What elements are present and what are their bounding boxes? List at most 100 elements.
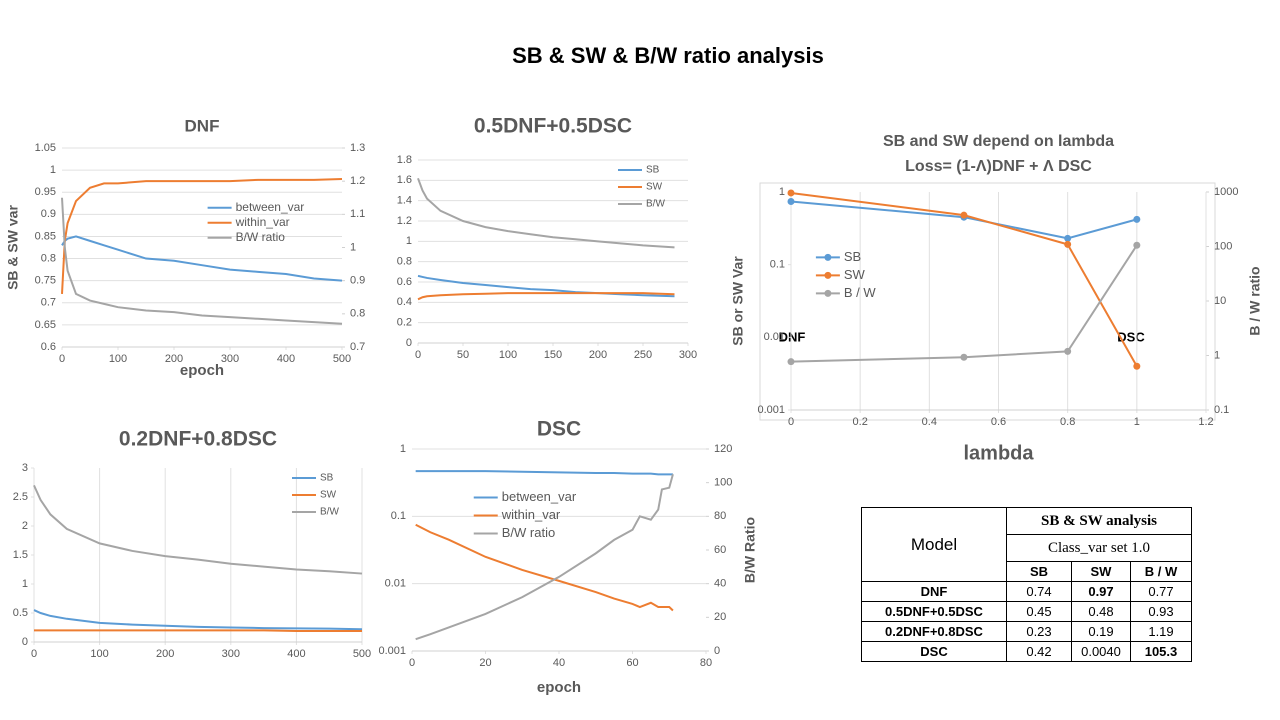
y-axis-label: SB or SW Var xyxy=(730,256,746,346)
y-tick-label: 1.5 xyxy=(13,549,28,561)
chart-title: DSC xyxy=(537,418,581,441)
cell: DSC xyxy=(861,641,1007,662)
y-tick-label: 0 xyxy=(406,337,412,349)
chart-title: 0.5DNF+0.5DSC xyxy=(474,115,632,138)
point xyxy=(960,211,968,219)
x-tick-label: 300 xyxy=(679,349,697,361)
x-tick-label: 0.6 xyxy=(991,416,1006,428)
cell: 105.3 xyxy=(1130,641,1192,662)
point xyxy=(787,189,795,197)
cell: 0.42 xyxy=(1006,641,1072,662)
x-tick-label: 400 xyxy=(287,648,305,660)
x-tick-label: 0 xyxy=(31,648,37,660)
cell: SB xyxy=(1006,561,1072,582)
point xyxy=(1133,362,1141,370)
cell: Class_var set 1.0 xyxy=(1006,534,1192,562)
y2-tick-label: 120 xyxy=(714,443,732,455)
x-tick-label: 0 xyxy=(59,353,65,365)
cell: 0.19 xyxy=(1071,621,1131,642)
legend-label: SW xyxy=(646,182,663,193)
cell: 0.77 xyxy=(1130,581,1192,602)
y-tick-label: 1 xyxy=(50,164,56,176)
legend-label: SB xyxy=(844,249,861,264)
series-line xyxy=(790,191,1138,367)
cell: DNF xyxy=(861,581,1007,602)
x-tick-label: 80 xyxy=(700,657,712,669)
x-tick-label: 200 xyxy=(156,648,174,660)
cell: 0.5DNF+0.5DSC xyxy=(861,601,1007,622)
point xyxy=(1133,215,1141,223)
y-tick-label: 0 xyxy=(22,636,28,648)
y2-tick-label: 80 xyxy=(714,510,726,522)
x-tick-label: 500 xyxy=(353,648,371,660)
legend-label: SB xyxy=(320,473,334,484)
y-tick-label: 0.6 xyxy=(397,276,412,288)
y-tick-label: 1 xyxy=(400,443,406,455)
x-tick-label: 50 xyxy=(457,349,469,361)
y-tick-label: 0.7 xyxy=(41,297,56,309)
x-tick-label: 200 xyxy=(165,353,183,365)
y-tick-label: 0.85 xyxy=(35,230,56,242)
x-tick-label: 0.4 xyxy=(922,416,937,428)
y-tick-label: 0.8 xyxy=(41,252,56,264)
y2-tick-label: 20 xyxy=(714,611,726,623)
y2-tick-label: 1 xyxy=(1214,349,1220,361)
y-tick-label: 0.1 xyxy=(770,259,785,271)
series-line xyxy=(34,629,362,632)
y-tick-label: 0.5 xyxy=(13,607,28,619)
legend-label: SB xyxy=(646,165,660,176)
legend-marker xyxy=(824,289,832,297)
point xyxy=(1133,241,1141,249)
summary-table: Model SB & SW analysis Class_var set 1.0… xyxy=(861,507,1192,662)
y-tick-label: 1 xyxy=(22,578,28,590)
x-tick-label: 0.8 xyxy=(1060,416,1075,428)
y-tick-label: 0.01 xyxy=(764,331,785,343)
y2-tick-label: 100 xyxy=(1214,240,1232,252)
legend-label: B / W xyxy=(844,285,877,300)
x-axis-label: epoch xyxy=(537,679,581,696)
y-tick-label: 3 xyxy=(22,462,28,474)
x-tick-label: 40 xyxy=(553,657,565,669)
y2-tick-label: 100 xyxy=(714,477,732,489)
legend-label: B/W xyxy=(646,199,665,210)
y-tick-label: 1 xyxy=(406,235,412,247)
point xyxy=(787,358,795,366)
series-line xyxy=(790,244,1138,363)
legend-label: SW xyxy=(844,267,866,282)
series-line xyxy=(61,235,343,282)
cell: 0.74 xyxy=(1006,581,1072,602)
legend-label: within_var xyxy=(235,215,290,229)
x-tick-label: 400 xyxy=(277,353,295,365)
y-tick-label: 0.4 xyxy=(397,296,412,308)
point xyxy=(960,353,968,361)
y2-axis-label: B / W ratio xyxy=(1247,266,1263,335)
y-tick-label: 0.01 xyxy=(385,578,406,590)
legend-label: within_var xyxy=(501,507,561,522)
x-tick-label: 300 xyxy=(221,353,239,365)
y2-tick-label: 1 xyxy=(350,241,356,253)
y-tick-label: 1.2 xyxy=(397,215,412,227)
point xyxy=(787,198,795,206)
y-tick-label: 2 xyxy=(22,520,28,532)
legend-label: B/W ratio xyxy=(236,230,286,244)
x-tick-label: 0 xyxy=(788,416,794,428)
y2-tick-label: 40 xyxy=(714,578,726,590)
y-tick-label: 0.001 xyxy=(757,404,785,416)
series-line xyxy=(417,177,675,249)
legend-label: between_var xyxy=(236,200,305,214)
x-tick-label: 500 xyxy=(333,353,351,365)
y2-tick-label: 1000 xyxy=(1214,186,1238,198)
x-tick-label: 0 xyxy=(415,349,421,361)
y-axis-label: SB & SW var xyxy=(5,205,21,290)
y2-tick-label: 0 xyxy=(714,645,720,657)
x-tick-label: 200 xyxy=(589,349,607,361)
y-tick-label: 2.5 xyxy=(13,491,28,503)
cell: Model xyxy=(861,507,1007,582)
y2-tick-label: 0.1 xyxy=(1214,404,1229,416)
y2-tick-label: 1.1 xyxy=(350,208,365,220)
y-tick-label: 0.75 xyxy=(35,275,56,287)
series-line xyxy=(415,470,673,476)
chart-subtitle: Loss= (1-Λ)DNF + Λ DSC xyxy=(905,158,1092,175)
y2-tick-label: 1.3 xyxy=(350,142,365,154)
